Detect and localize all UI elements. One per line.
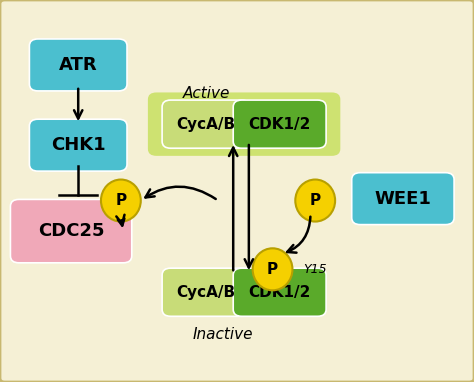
- FancyBboxPatch shape: [29, 39, 127, 91]
- Ellipse shape: [253, 248, 292, 290]
- Text: Inactive: Inactive: [192, 327, 253, 342]
- FancyBboxPatch shape: [10, 199, 132, 263]
- FancyBboxPatch shape: [29, 119, 127, 171]
- Text: CycA/B: CycA/B: [177, 285, 236, 300]
- FancyBboxPatch shape: [233, 268, 326, 316]
- Text: P: P: [115, 193, 127, 208]
- Text: CHK1: CHK1: [51, 136, 106, 154]
- Text: WEE1: WEE1: [374, 189, 431, 208]
- Text: P: P: [310, 193, 321, 208]
- Ellipse shape: [101, 180, 141, 222]
- Text: ATR: ATR: [59, 56, 98, 74]
- FancyBboxPatch shape: [162, 268, 250, 316]
- Text: Y15: Y15: [303, 263, 327, 276]
- Text: P: P: [267, 262, 278, 277]
- FancyBboxPatch shape: [148, 92, 340, 156]
- Ellipse shape: [295, 180, 335, 222]
- Text: CDK1/2: CDK1/2: [248, 117, 311, 132]
- Text: CDC25: CDC25: [38, 222, 104, 240]
- FancyBboxPatch shape: [233, 100, 326, 148]
- FancyBboxPatch shape: [162, 100, 250, 148]
- Text: CDK1/2: CDK1/2: [248, 285, 311, 300]
- FancyBboxPatch shape: [352, 173, 454, 225]
- Text: Active: Active: [182, 86, 230, 101]
- Text: CycA/B: CycA/B: [177, 117, 236, 132]
